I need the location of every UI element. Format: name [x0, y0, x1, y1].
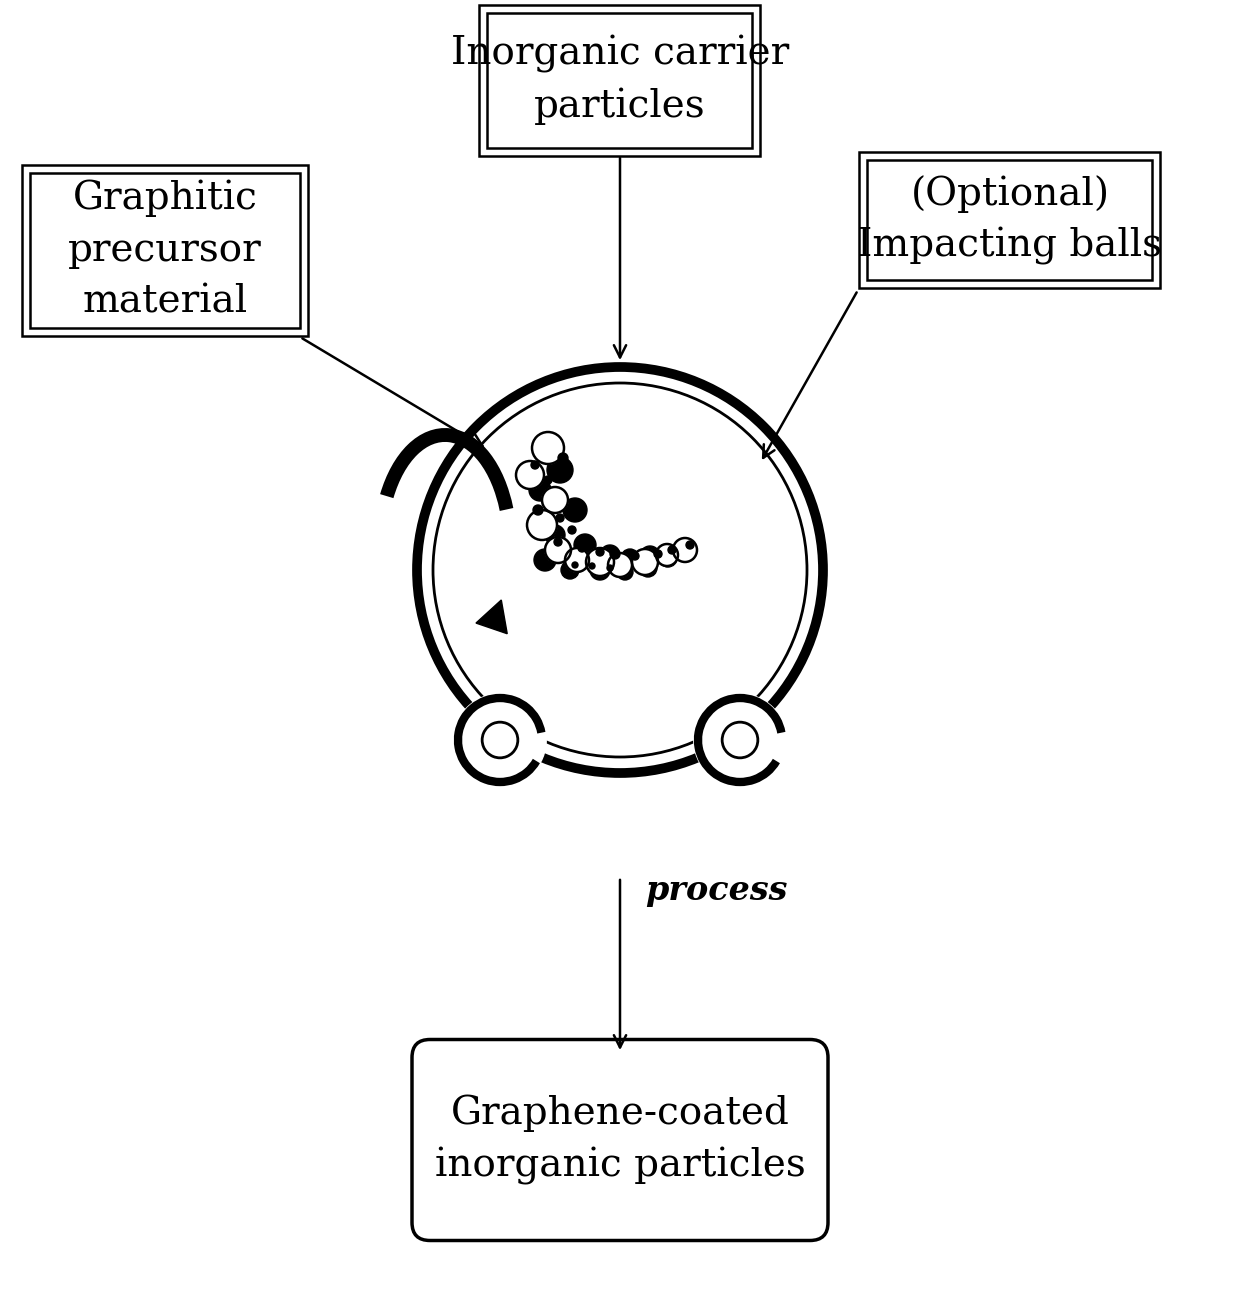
- Text: Graphitic
precursor
material: Graphitic precursor material: [68, 180, 262, 320]
- Circle shape: [527, 510, 557, 540]
- Circle shape: [587, 548, 614, 576]
- Polygon shape: [476, 600, 507, 634]
- Circle shape: [618, 564, 632, 579]
- Text: (Optional)
Impacting balls: (Optional) Impacting balls: [858, 175, 1162, 265]
- Circle shape: [589, 562, 595, 569]
- FancyBboxPatch shape: [859, 151, 1161, 288]
- Circle shape: [653, 549, 662, 559]
- Circle shape: [639, 559, 657, 577]
- FancyBboxPatch shape: [480, 4, 760, 155]
- Circle shape: [658, 549, 677, 566]
- Circle shape: [694, 694, 786, 786]
- FancyBboxPatch shape: [412, 1040, 828, 1241]
- Circle shape: [554, 538, 562, 545]
- Circle shape: [547, 457, 573, 483]
- Circle shape: [534, 549, 556, 572]
- Circle shape: [673, 538, 697, 562]
- Circle shape: [454, 694, 546, 786]
- Circle shape: [596, 548, 604, 556]
- Circle shape: [560, 561, 579, 579]
- FancyBboxPatch shape: [22, 164, 308, 335]
- FancyBboxPatch shape: [487, 13, 753, 147]
- Circle shape: [531, 461, 539, 468]
- FancyBboxPatch shape: [868, 161, 1152, 281]
- Circle shape: [572, 562, 578, 568]
- Circle shape: [610, 549, 620, 559]
- FancyBboxPatch shape: [30, 172, 300, 328]
- Circle shape: [542, 487, 568, 513]
- Circle shape: [656, 544, 678, 566]
- Circle shape: [640, 545, 660, 566]
- Circle shape: [578, 544, 587, 552]
- Circle shape: [621, 549, 639, 566]
- Circle shape: [546, 525, 565, 545]
- Circle shape: [686, 542, 694, 549]
- Circle shape: [417, 367, 823, 773]
- Circle shape: [556, 514, 564, 522]
- Circle shape: [544, 476, 552, 484]
- Text: process: process: [645, 873, 787, 907]
- Circle shape: [590, 560, 610, 579]
- Circle shape: [533, 505, 543, 515]
- Circle shape: [529, 479, 551, 501]
- Circle shape: [516, 461, 544, 489]
- Circle shape: [608, 553, 632, 577]
- Circle shape: [532, 432, 564, 465]
- Circle shape: [632, 549, 658, 576]
- Circle shape: [558, 453, 568, 463]
- Circle shape: [631, 552, 639, 560]
- Circle shape: [568, 526, 577, 534]
- Circle shape: [608, 565, 613, 572]
- Circle shape: [600, 545, 620, 565]
- Text: Inorganic carrier
particles: Inorganic carrier particles: [451, 35, 789, 125]
- Circle shape: [563, 499, 587, 522]
- Text: Graphene-coated
inorganic particles: Graphene-coated inorganic particles: [435, 1095, 805, 1185]
- Circle shape: [546, 536, 570, 562]
- Circle shape: [668, 545, 676, 555]
- Circle shape: [574, 534, 596, 556]
- Circle shape: [565, 548, 589, 572]
